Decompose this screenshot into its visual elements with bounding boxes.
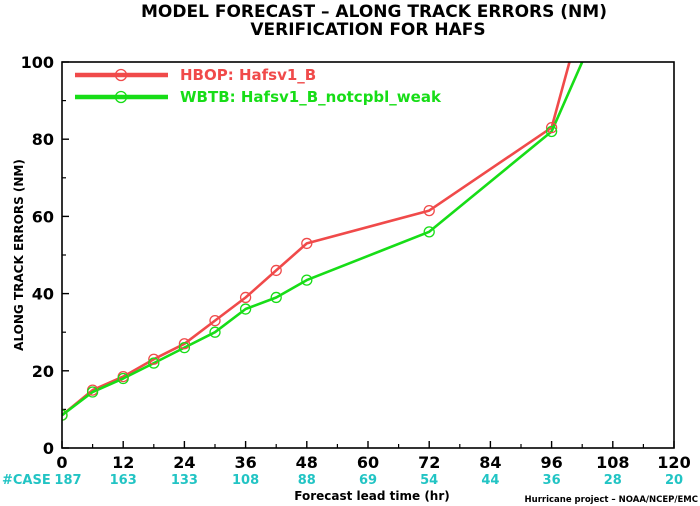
series-point-1 [117,372,129,385]
chart-subtitle: VERIFICATION FOR HAFS [250,20,485,40]
y-tick-label: 60 [32,207,54,226]
series-line-0 [62,62,571,417]
case-count: 44 [481,473,499,488]
plot-frame [61,61,675,449]
series-point-1 [148,357,160,369]
y-tick-label: 80 [32,130,54,149]
series-layer [62,62,584,421]
series-point-0 [239,291,252,304]
series-point-1 [178,341,191,354]
case-label: #CASE [2,473,51,488]
series-point-1 [270,291,282,304]
x-axis-label: Forecast lead time (hr) [294,489,450,503]
series-point-1 [62,409,68,421]
legend: HBOP: Hafsv1_B WBTB: Hafsv1_B_notcpbl_wea… [75,66,442,106]
x-tick-label: 120 [657,453,690,472]
legend-marker [114,68,128,82]
series-point-0 [148,353,160,365]
series-point-1 [423,226,435,238]
y-tick-label: 100 [21,53,54,72]
series-point-0 [209,314,221,327]
series-point-1 [239,303,252,315]
y-axis-ticks: 0 20 40 60 80 100 [21,53,69,458]
case-count: 108 [232,473,259,488]
y-tick-label: 20 [32,362,54,381]
legend-marker [114,90,128,104]
x-tick-label: 84 [479,453,501,472]
chart-title: MODEL FORECAST – ALONG TRACK ERRORS (NM) [141,2,607,22]
credit-text: Hurricane project – NOAA/NCEP/EMC [525,495,698,505]
y-tick-label: 0 [43,439,54,458]
series-point-1 [301,274,313,286]
x-tick-label: 72 [418,453,440,472]
series-point-1 [209,326,221,338]
case-counts: 187 163 133 108 88 69 54 44 36 28 20 [54,473,683,488]
x-tick-label: 96 [540,453,562,472]
x-tick-label: 24 [173,453,195,472]
legend-label: HBOP: Hafsv1_B [180,66,316,84]
x-tick-label: 36 [234,453,256,472]
x-tick-label: 60 [357,453,379,472]
series-point-0 [423,204,435,217]
case-count: 20 [665,473,683,488]
x-tick-label: 0 [56,453,67,472]
x-axis-ticks: 0 12 24 36 48 60 72 84 96 108 120 [56,441,691,472]
series-point-0 [545,121,558,134]
series-point-0 [178,338,191,350]
y-tick-label: 40 [32,285,54,304]
legend-label: WBTB: Hafsv1_B_notcpbl_weak [180,88,442,106]
case-count: 28 [604,473,622,488]
case-count: 187 [54,473,81,488]
x-tick-label: 12 [112,453,134,472]
case-count: 133 [171,473,198,488]
case-count: 54 [420,473,438,488]
series-point-1 [86,386,99,398]
y-axis-label: ALONG TRACK ERRORS (NM) [12,159,26,351]
x-tick-label: 48 [296,453,318,472]
case-count: 69 [359,473,377,488]
x-tick-label: 108 [596,453,629,472]
series-point-1 [545,125,558,138]
case-count: 163 [110,473,137,488]
case-count: 88 [298,473,316,488]
case-count: 36 [543,473,561,488]
series-point-0 [270,264,282,277]
series-point-0 [301,237,313,250]
